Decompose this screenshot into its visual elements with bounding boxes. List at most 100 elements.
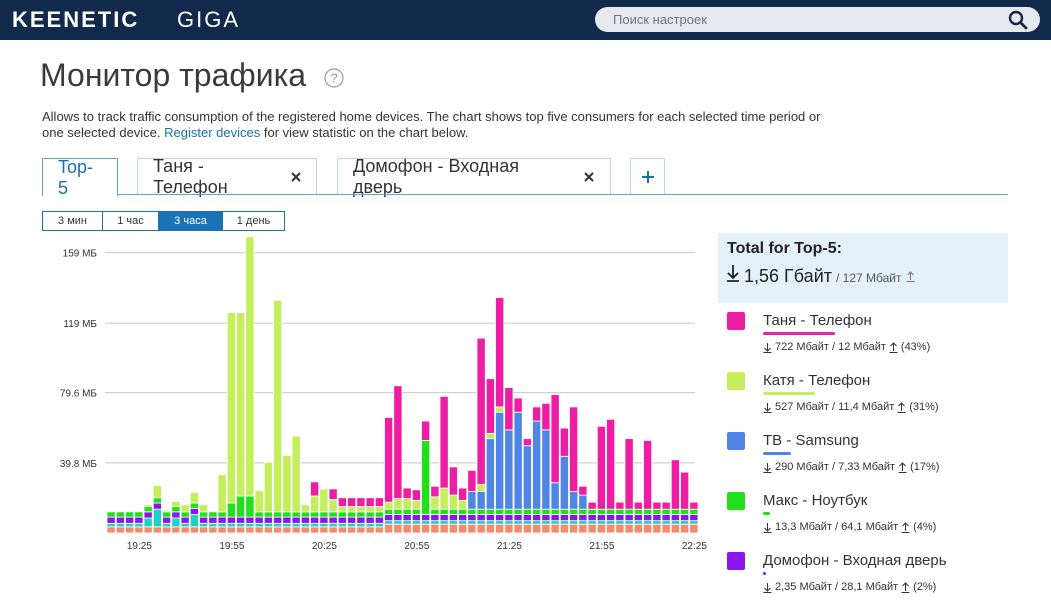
bar-segment — [578, 523, 588, 534]
bar-segment — [347, 511, 357, 518]
legend-item[interactable]: Домофон - Входная дверь 2,35 Мбайт / 28,1… — [727, 552, 1007, 608]
bar-segment — [421, 523, 431, 534]
bar-segment — [365, 516, 375, 524]
bar-segment — [532, 508, 542, 515]
bar-segment — [522, 438, 532, 447]
download-icon — [763, 342, 772, 353]
legend-item[interactable]: Макс - Ноутбук 13,3 Мбайт / 64,1 Мбайт (4%… — [727, 492, 1007, 548]
bar-segment — [476, 523, 486, 534]
bar-segment — [162, 516, 172, 524]
bar-segment — [661, 501, 671, 510]
legend-swatch — [727, 432, 745, 450]
total-title: Total for Top-5: — [727, 240, 842, 257]
legend-item[interactable]: Катя - Телефон 527 Мбайт / 11,4 Мбайт (31%… — [727, 372, 1007, 428]
upload-icon — [897, 401, 906, 413]
bar-segment — [263, 462, 273, 513]
legend-item[interactable]: ТВ - Samsung 290 Мбайт / 7,33 Мбайт (17%) — [727, 432, 1007, 488]
bar-segment — [670, 520, 680, 525]
search-icon[interactable] — [1008, 10, 1028, 30]
bar-segment — [273, 511, 283, 518]
help-icon[interactable]: ? — [323, 67, 345, 89]
period-button[interactable]: 3 часа — [158, 211, 223, 231]
search-box[interactable]: Поиск настроек — [595, 7, 1040, 32]
bar-segment — [652, 508, 662, 515]
close-icon[interactable] — [290, 171, 301, 183]
bar-segment — [541, 514, 551, 522]
bar-segment — [485, 508, 495, 515]
bar-segment — [125, 511, 135, 518]
share-bar — [763, 512, 770, 515]
bar-segment — [448, 523, 458, 534]
bar-segment — [541, 523, 551, 534]
bar-segment — [430, 523, 440, 534]
bar-segment — [532, 406, 542, 422]
logo[interactable]: KEENETIC — [12, 7, 140, 32]
bar-segment — [374, 516, 384, 524]
legend-name: Таня - Телефон — [763, 312, 872, 329]
bar-segment — [208, 526, 218, 534]
bar-segment — [411, 520, 421, 525]
close-icon[interactable] — [583, 171, 595, 183]
bar-segment — [273, 516, 283, 524]
bar-segment — [310, 526, 320, 534]
period-button[interactable]: 1 час — [102, 211, 159, 231]
share-label: (4%) — [913, 521, 937, 533]
tab[interactable]: Top-5 — [42, 157, 118, 198]
upload-icon — [901, 521, 910, 533]
register-link[interactable]: Register devices — [164, 125, 261, 140]
bar-segment — [569, 523, 579, 534]
bar-segment — [485, 432, 495, 440]
bar-segment — [513, 508, 523, 515]
bar-segment — [430, 514, 440, 522]
bar-segment — [217, 526, 227, 534]
bar-segment — [263, 522, 273, 528]
arrow — [889, 341, 898, 353]
legend-item[interactable]: Таня - Телефон 722 Мбайт / 12 Мбайт (43%) — [727, 312, 1007, 368]
bar-segment — [495, 520, 505, 525]
bar-segment — [448, 514, 458, 522]
bar-segment — [532, 520, 542, 525]
bar-segment — [245, 495, 255, 518]
bar-segment — [337, 526, 347, 534]
bar-segment — [476, 520, 486, 525]
share-bar — [763, 572, 767, 575]
bar-segment — [319, 526, 329, 534]
bar-segment — [670, 514, 680, 522]
bar-segment — [513, 514, 523, 522]
bar-segment — [680, 520, 690, 525]
bar-segment — [476, 508, 486, 515]
legend-swatch — [727, 312, 745, 330]
bar-segment — [504, 387, 514, 431]
bar-segment — [263, 516, 273, 524]
bar-segment — [421, 520, 431, 525]
add-tab[interactable] — [630, 158, 665, 195]
period-button[interactable]: 1 день — [222, 211, 285, 231]
bar-segment — [125, 526, 135, 534]
bar-segment — [633, 508, 643, 515]
bar-segment — [152, 508, 162, 528]
bar-segment — [569, 514, 579, 522]
period-label: 1 час — [117, 215, 144, 227]
bar-segment — [263, 511, 273, 518]
bar-segment — [189, 526, 199, 534]
bar-segment — [559, 514, 569, 522]
bar-segment — [180, 511, 190, 518]
bar-segment — [513, 411, 523, 510]
bar-segment — [559, 523, 569, 534]
legend-swatch — [727, 552, 745, 570]
bar-segment — [458, 514, 468, 522]
bar-segment — [522, 445, 532, 510]
tab[interactable]: Домофон - Входная дверь — [337, 156, 611, 197]
bar-segment — [633, 523, 643, 534]
tab[interactable]: Таня - Телефон — [137, 156, 317, 197]
bar-segment — [189, 492, 199, 504]
bar-segment — [171, 500, 181, 507]
bar-segment — [300, 511, 310, 518]
bar-segment — [393, 523, 403, 534]
bar-segment — [606, 508, 616, 515]
bar-segment — [282, 511, 292, 518]
bar-segment — [458, 499, 468, 510]
period-button[interactable]: 3 мин — [42, 211, 103, 231]
